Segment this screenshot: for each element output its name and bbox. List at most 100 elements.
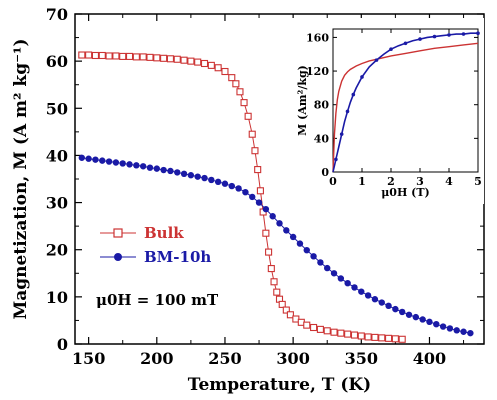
data-point-bulk	[112, 52, 120, 60]
y-tick-label: 70	[46, 5, 68, 24]
data-point-bm-10h	[324, 264, 331, 272]
data-point-bm-10h	[419, 316, 426, 323]
inset-data-point-bm-10h	[339, 132, 344, 136]
data-point-bulk	[267, 265, 275, 273]
data-point-bulk	[244, 112, 252, 120]
data-point-bm-10h	[153, 165, 160, 172]
data-point-bulk	[125, 52, 134, 60]
data-point-bulk	[173, 55, 181, 63]
inset-y-tick-label: 0	[321, 166, 329, 179]
field-annotation: μ0H = 100 mT	[96, 291, 219, 309]
y-tick-label: 30	[46, 194, 68, 213]
data-point-bulk	[236, 88, 244, 96]
inset-data-point-bm-10h	[447, 33, 451, 37]
data-point-bulk	[200, 59, 209, 68]
data-point-bm-10h	[92, 156, 99, 163]
data-point-bulk	[98, 51, 106, 60]
data-point-bm-10h	[126, 161, 133, 168]
inset-background	[290, 18, 484, 204]
data-point-bulk	[357, 332, 365, 340]
inset-y-tick-label: 120	[306, 65, 329, 78]
data-point-bulk	[344, 330, 352, 338]
data-point-bm-10h	[453, 327, 460, 334]
inset-x-tick-label: 0	[329, 175, 337, 188]
data-point-bm-10h	[385, 302, 392, 310]
data-point-bm-10h	[310, 253, 317, 260]
data-point-bm-10h	[392, 305, 399, 313]
data-point-bm-10h	[194, 173, 201, 180]
data-point-bm-10h	[221, 180, 229, 187]
data-point-bm-10h	[269, 213, 276, 220]
inset-chart: 0 1 2 3 4 5 0 40 80 120 160 μ0H (T) M (Am²/kg)	[290, 18, 484, 204]
data-point-bm-10h	[160, 166, 167, 174]
data-point-bulk	[286, 311, 294, 319]
data-point-bulk	[385, 334, 393, 342]
data-point-bulk	[180, 56, 188, 64]
data-point-bulk	[398, 335, 406, 343]
main-x-axis-label: Temperature, T (K)	[188, 375, 371, 395]
data-point-bulk	[187, 57, 195, 65]
x-tick-label: 200	[140, 349, 173, 368]
data-point-bulk	[207, 61, 215, 69]
data-point-bulk	[221, 67, 229, 76]
data-point-bm-10h	[99, 157, 106, 164]
data-point-bm-10h	[255, 199, 263, 206]
inset-data-point-bm-10h	[360, 75, 364, 79]
inset-y-tick-label: 160	[306, 31, 329, 44]
data-point-bulk	[337, 329, 345, 337]
data-point-bm-10h	[119, 160, 126, 167]
data-point-bm-10h	[105, 158, 113, 165]
y-tick-label: 60	[46, 52, 68, 71]
data-point-bm-10h	[167, 167, 174, 175]
data-point-bulk	[228, 74, 236, 82]
data-point-bulk	[273, 288, 281, 296]
y-tick-label: 10	[46, 288, 68, 307]
x-tick-label: 150	[72, 349, 105, 368]
data-point-bulk	[265, 248, 273, 256]
data-point-bm-10h	[317, 259, 324, 266]
data-point-bm-10h	[235, 185, 242, 192]
data-point-bulk	[91, 51, 99, 60]
data-point-bulk	[160, 54, 168, 62]
data-point-bulk	[166, 55, 174, 63]
inset-plot-frame	[332, 28, 479, 173]
inset-data-point-bm-10h	[476, 31, 480, 36]
inset-data-point-bm-10h	[334, 157, 338, 162]
data-point-bulk	[310, 323, 318, 332]
data-point-bulk	[78, 51, 86, 59]
x-tick-label: 400	[413, 349, 446, 368]
data-point-bm-10h	[405, 311, 413, 318]
inset-y-axis-label: M (Am²/kg)	[296, 65, 309, 136]
inset-data-point-bm-10h	[351, 92, 356, 97]
legend-marker-bm-10h	[114, 253, 122, 261]
data-point-bulk	[146, 53, 154, 61]
inset-x-tick-label: 2	[387, 175, 395, 188]
inset-data-point-bm-10h	[403, 41, 408, 46]
data-point-bm-10h	[262, 205, 270, 213]
inset-data-point-bm-10h	[432, 34, 437, 39]
data-point-bulk	[105, 52, 113, 60]
data-point-bm-10h	[133, 162, 140, 169]
main-series-layer	[78, 51, 474, 343]
inset-series-layer	[332, 31, 480, 173]
data-point-bm-10h	[214, 178, 222, 186]
legend-label-bulk: Bulk	[144, 224, 184, 242]
inset-x-tick-label: 5	[474, 175, 482, 188]
data-point-bulk	[119, 52, 127, 60]
inset-data-point-bm-10h	[345, 109, 350, 114]
inset-data-point-bm-10h	[418, 37, 422, 41]
data-point-bm-10h	[139, 163, 147, 170]
y-tick-label: 40	[46, 146, 68, 165]
data-point-bm-10h	[358, 288, 365, 295]
data-point-bulk	[251, 147, 259, 155]
data-point-bm-10h	[276, 220, 283, 227]
data-point-bm-10h	[228, 182, 235, 190]
data-point-bulk	[153, 54, 161, 62]
data-point-bulk	[214, 64, 222, 72]
data-point-bm-10h	[180, 170, 188, 178]
data-point-bulk	[278, 300, 286, 308]
data-point-bm-10h	[330, 270, 338, 277]
data-point-bm-10h	[249, 193, 256, 201]
